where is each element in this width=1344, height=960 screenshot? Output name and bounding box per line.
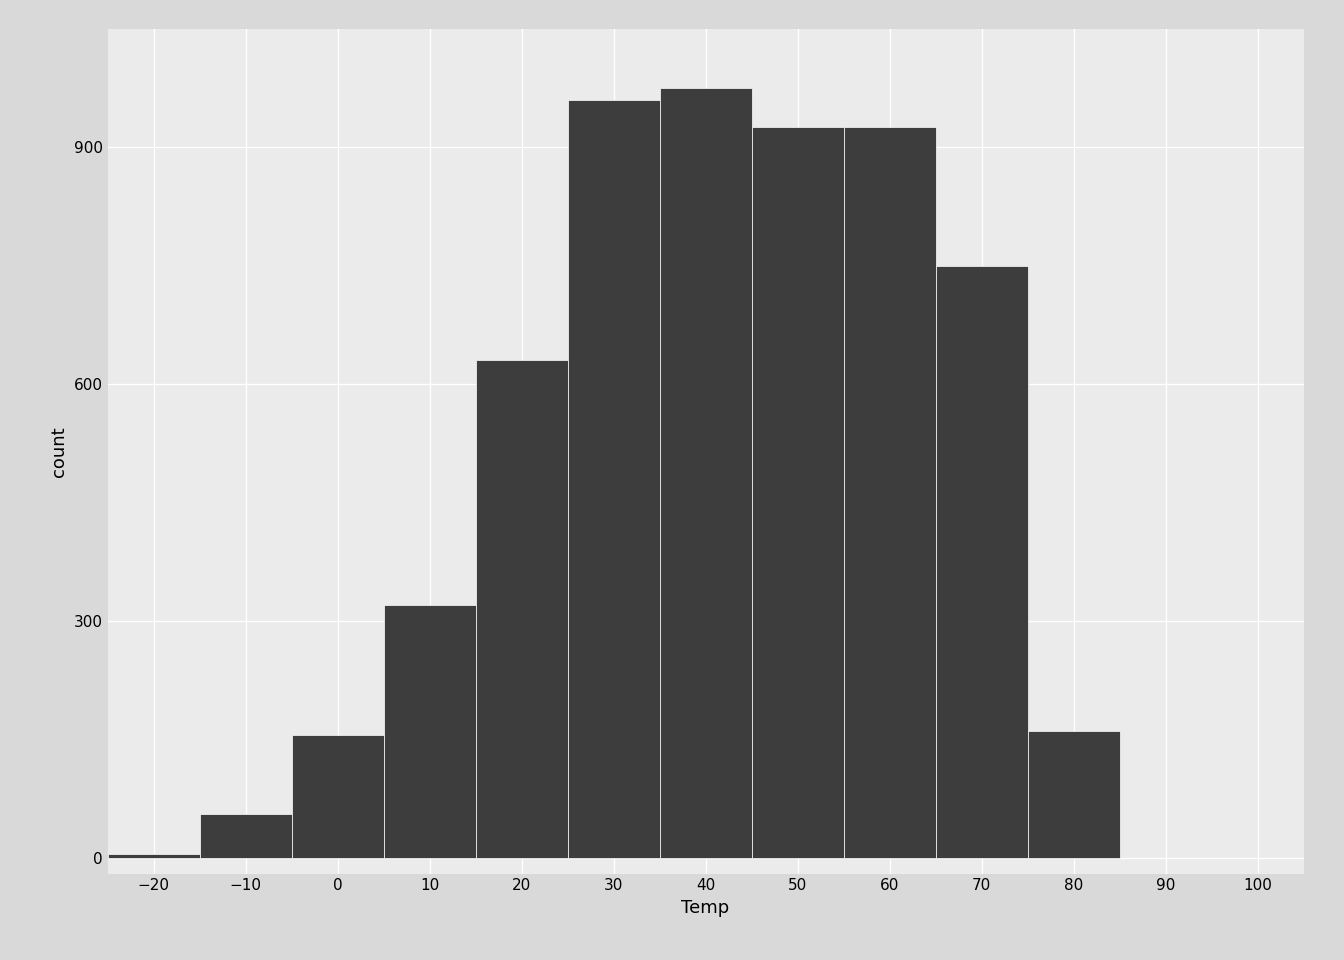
X-axis label: Temp: Temp [681, 899, 730, 917]
Bar [383, 605, 476, 858]
Bar [1028, 732, 1120, 858]
Bar [199, 814, 292, 858]
Bar [660, 88, 751, 858]
Bar [108, 853, 199, 858]
Bar [844, 128, 935, 858]
Bar [476, 360, 567, 858]
Bar [935, 266, 1028, 858]
Y-axis label: count: count [50, 426, 69, 476]
Bar [292, 735, 383, 858]
Bar [567, 100, 660, 858]
Bar [751, 128, 844, 858]
